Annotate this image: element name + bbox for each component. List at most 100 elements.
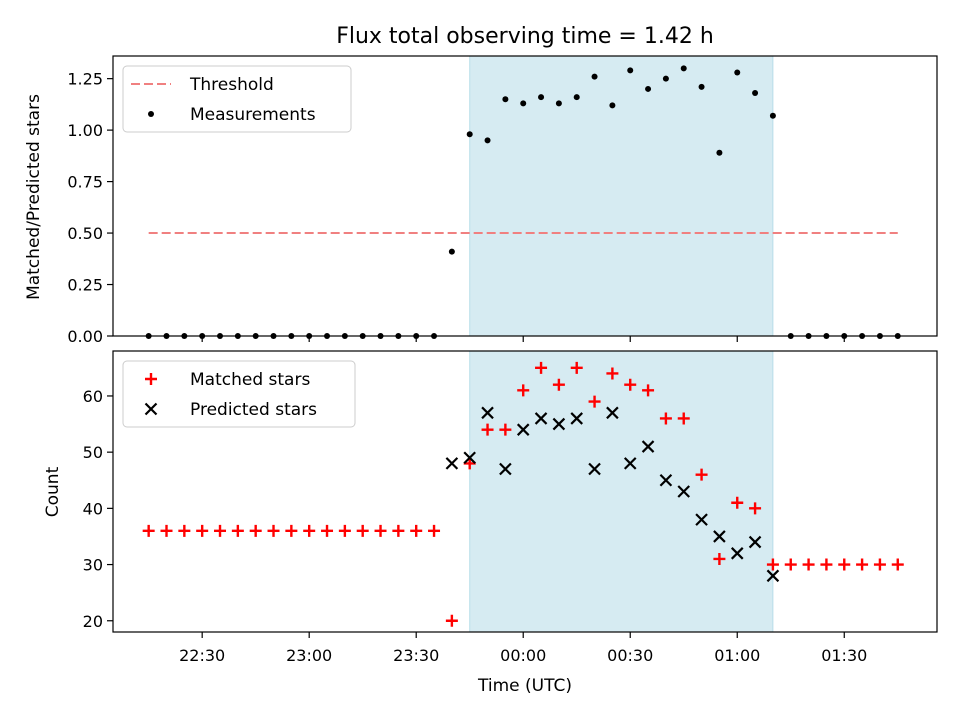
legend-label: Matched stars: [190, 370, 310, 390]
bottom-y-axis-label: Count: [43, 466, 63, 517]
matched-star-point: [588, 395, 601, 408]
legend-predicted-swatch: [144, 402, 158, 416]
y-tick-label: 0.00: [67, 327, 103, 346]
predicted-star-point: [552, 417, 566, 431]
legend-measurement-swatch: [148, 111, 154, 117]
y-tick-label: 0.75: [67, 173, 103, 192]
matched-star-point: [231, 524, 244, 537]
observing-window-shade: [469, 55, 774, 337]
y-tick-label: 1.25: [67, 70, 103, 89]
matched-star-point: [695, 468, 708, 481]
matched-star-point: [624, 378, 637, 391]
matched-star-point: [481, 423, 494, 436]
matched-star-point: [713, 552, 726, 565]
matched-star-point: [285, 524, 298, 537]
matched-star-point: [642, 384, 655, 397]
measurement-point: [734, 69, 741, 76]
predicted-star-point: [677, 485, 691, 498]
predicted-star-point: [713, 530, 726, 543]
measurement-point: [591, 73, 598, 80]
matched-star-point: [802, 558, 815, 571]
predicted-star-point: [499, 462, 512, 476]
x-tick-label: 23:30: [393, 646, 439, 665]
measurement-point: [769, 112, 776, 119]
measurement-point: [662, 75, 669, 82]
matched-star-point: [891, 558, 904, 571]
measurement-point: [555, 100, 562, 107]
matched-star-point: [659, 412, 672, 425]
matched-star-point: [856, 558, 869, 571]
matched-star-point: [606, 367, 619, 380]
matched-star-point: [267, 524, 280, 537]
matched-star-point: [463, 457, 476, 470]
ratio-panel: 0.00 0.25 0.50 0.75 1.00 1.25 Threshold Measure…: [67, 55, 938, 346]
predicted-star-point: [463, 451, 476, 465]
predicted-star-point: [641, 440, 655, 453]
measurement-point: [609, 102, 616, 109]
matched-star-point: [196, 524, 209, 537]
axes-frame: [112, 55, 938, 337]
y-tick-label: 60: [83, 387, 103, 406]
predicted-star-point: [606, 406, 619, 420]
matched-star-point: [552, 378, 565, 391]
matched-star-point: [214, 524, 227, 537]
x-tick-label: 23:00: [286, 646, 332, 665]
matched-star-point: [374, 524, 387, 537]
matched-star-point: [838, 558, 851, 571]
matched-star-point: [749, 502, 762, 515]
predicted-star-point: [445, 457, 459, 470]
predicted-star-point: [570, 412, 584, 425]
predicted-star-point: [748, 535, 762, 549]
matched-star-point: [249, 524, 262, 537]
y-tick-label: 30: [83, 556, 103, 575]
matched-star-point: [820, 558, 833, 571]
legend-box: [122, 360, 356, 428]
predicted-star-point: [481, 406, 494, 420]
legend-label: Threshold: [189, 75, 274, 95]
matched-star-point: [445, 614, 458, 627]
predicted-star-point: [659, 473, 673, 487]
measurement-point: [627, 67, 634, 74]
measurement-point: [680, 65, 687, 72]
x-tick-label: 01:00: [714, 646, 760, 665]
legend-matched-swatch: [145, 373, 157, 385]
observing-window-shade: [469, 350, 774, 633]
y-tick-label: 0.50: [67, 224, 103, 243]
top-y-axis-label: Matched/Predicted stars: [24, 94, 44, 300]
axes-frame: [112, 350, 938, 633]
matched-star-point: [677, 412, 690, 425]
matched-star-point: [766, 558, 779, 571]
matched-star-point: [142, 524, 155, 537]
measurement-point: [752, 90, 759, 97]
predicted-star-point: [588, 462, 601, 476]
count-panel: 20 30 40 50 60 22:30 23:00 23:30 00:00 00:30 01:00…: [83, 350, 938, 665]
predicted-star-point: [730, 547, 744, 560]
matched-star-point: [428, 524, 441, 537]
y-tick-label: 0.25: [67, 276, 103, 295]
x-tick-label: 22:30: [179, 646, 225, 665]
x-tick-label: 00:00: [500, 646, 546, 665]
matched-star-point: [392, 524, 405, 537]
matched-star-point: [535, 361, 548, 374]
x-axis-label: Time (UTC): [477, 676, 572, 696]
measurement-point: [484, 137, 491, 144]
legend-label: Predicted stars: [190, 400, 317, 420]
measurement-point: [466, 131, 473, 138]
measurement-point: [520, 100, 527, 107]
y-tick-label: 50: [83, 443, 103, 462]
matched-star-point: [499, 423, 512, 436]
matched-star-point: [178, 524, 191, 537]
predicted-star-point: [534, 412, 548, 425]
legend-box: [122, 65, 352, 133]
measurement-point: [645, 85, 652, 92]
x-tick-label: 01:30: [821, 646, 867, 665]
matched-star-point: [338, 524, 351, 537]
measurement-point: [698, 83, 705, 90]
measurement-point: [448, 248, 455, 255]
measurement-point: [502, 96, 509, 103]
legend-label: Measurements: [190, 105, 316, 125]
chart-title: Flux total observing time = 1.42 h: [336, 24, 714, 49]
x-tick-label: 00:30: [607, 646, 653, 665]
predicted-star-point: [516, 423, 530, 436]
matched-star-point: [873, 558, 886, 571]
